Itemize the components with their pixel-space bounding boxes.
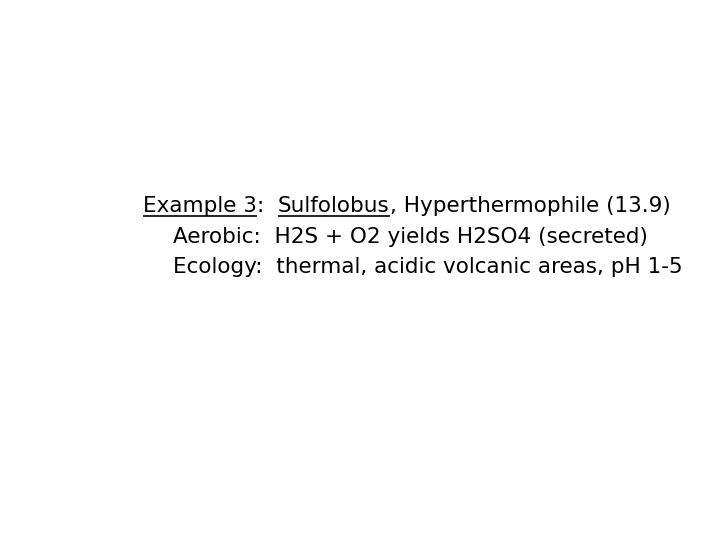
Text: Ecology:  thermal, acidic volcanic areas, pH 1-5: Ecology: thermal, acidic volcanic areas,…: [173, 257, 683, 277]
Text: , Hyperthermophile (13.9): , Hyperthermophile (13.9): [390, 197, 670, 217]
Text: Example 3: Example 3: [143, 197, 257, 217]
Text: Sulfolobus: Sulfolobus: [278, 197, 390, 217]
Text: :: :: [257, 197, 278, 217]
Text: Aerobic:  H2S + O2 yields H2SO4 (secreted): Aerobic: H2S + O2 yields H2SO4 (secreted…: [173, 227, 647, 247]
